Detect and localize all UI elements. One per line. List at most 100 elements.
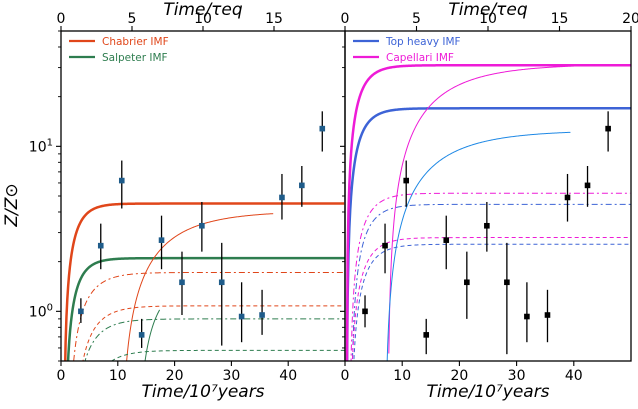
data-point [423, 318, 430, 355]
data-marker [564, 194, 571, 201]
data-point [158, 215, 165, 270]
data-marker [259, 312, 265, 318]
data-marker [544, 312, 551, 318]
data-marker [279, 194, 285, 201]
data-point [218, 242, 225, 346]
data-marker [605, 125, 611, 132]
right-ticks: 0 10 20 30 40 0 5 10 15 20 [340, 11, 638, 384]
top-x-tick-label: 15 [265, 11, 283, 27]
y-tick-label: 101 [29, 137, 53, 155]
top-x-tick-label: 10 [479, 11, 497, 27]
data-marker [524, 313, 530, 320]
left-model-curve-2 [126, 213, 274, 361]
data-point [403, 160, 410, 207]
y-tick-label: 100 [29, 302, 53, 320]
data-marker [443, 237, 450, 243]
data-point [238, 282, 245, 343]
data-point [97, 223, 104, 270]
left-model-curve-6 [82, 305, 345, 361]
data-marker [382, 242, 388, 249]
data-marker [464, 279, 470, 286]
top-x-tick-label: 5 [128, 11, 137, 27]
left-model-curve-4 [73, 271, 345, 361]
y-axis-label: Z/Z⊙ [2, 183, 22, 227]
data-point [179, 251, 185, 316]
data-point [138, 318, 145, 348]
data-marker [423, 332, 430, 338]
top-x-tick-label: 0 [341, 11, 350, 27]
panel-left: 0 10 20 30 40 0 5 10 15 100 101 Time/10⁷years Time… [29, 0, 346, 402]
data-point [362, 295, 368, 328]
panel-right: 0 10 20 30 40 0 5 10 15 20 Time/10⁷years Time/τeq… [340, 0, 638, 402]
data-marker [403, 177, 410, 184]
right-curves [345, 64, 631, 361]
top-x-tick-label: 5 [412, 11, 421, 27]
top-heavy-imf-curve-0 [345, 107, 631, 361]
data-point [279, 173, 285, 220]
data-point [118, 160, 125, 209]
x-tick-label: 10 [393, 368, 411, 384]
left-bottom-xlabel: Time/10⁷years [141, 382, 264, 402]
data-marker [484, 222, 490, 229]
data-marker [199, 222, 205, 229]
right-model-curve-5 [351, 203, 631, 361]
right-model-curve-7 [353, 243, 631, 361]
x-tick-label: 40 [565, 368, 583, 384]
data-point [199, 201, 205, 252]
left-legend: Chabrier IMF Salpeter IMF [69, 36, 169, 64]
top-x-tick-label: 0 [57, 11, 66, 27]
x-tick-label: 20 [450, 368, 468, 384]
data-point [524, 282, 530, 343]
left-top-xlabel: Time/τeq [163, 0, 243, 20]
right-legend: Top heavy IMF Capellari IMF [353, 36, 461, 64]
data-marker [218, 279, 225, 286]
data-marker [97, 242, 104, 249]
data-marker [362, 308, 368, 315]
legend-label: Top heavy IMF [385, 36, 461, 48]
right-model-curve-4 [350, 192, 631, 361]
legend-label: Capellari IMF [386, 52, 454, 64]
x-tick-label: 0 [341, 368, 350, 384]
legend-label: Salpeter IMF [102, 52, 168, 64]
right-bottom-xlabel: Time/10⁷years [426, 382, 549, 402]
x-tick-label: 0 [57, 368, 66, 384]
data-marker [238, 313, 245, 320]
data-marker [158, 237, 165, 243]
top-x-tick-label: 15 [551, 11, 569, 27]
legend-label: Chabrier IMF [102, 36, 169, 48]
right-top-xlabel: Time/τeq [448, 0, 528, 20]
x-tick-label: 10 [109, 368, 127, 384]
data-point [564, 173, 571, 222]
left-model-curve-7 [110, 349, 345, 361]
right-data-points [362, 111, 611, 355]
left-ticks: 0 10 20 30 40 0 5 10 15 100 101 [29, 11, 297, 384]
data-marker [78, 308, 84, 315]
data-point [484, 201, 490, 252]
x-tick-label: 30 [222, 368, 240, 384]
chabrier-imf-curve-0 [64, 202, 345, 361]
top-x-tick-label: 20 [622, 11, 638, 27]
x-tick-label: 30 [508, 368, 526, 384]
data-point [259, 289, 265, 335]
data-point [443, 215, 450, 270]
data-marker [504, 279, 510, 286]
right-model-curve-3 [386, 131, 571, 361]
data-marker [319, 125, 326, 132]
x-tick-label: 20 [166, 368, 184, 384]
left-data-points [78, 111, 326, 348]
data-point [464, 251, 470, 319]
top-x-tick-label: 10 [194, 11, 212, 27]
data-marker [584, 182, 591, 189]
data-point [605, 111, 611, 152]
data-marker [138, 332, 145, 338]
left-curves [64, 202, 345, 361]
x-tick-label: 40 [279, 368, 297, 384]
data-marker [118, 177, 125, 184]
right-model-curve-2 [388, 64, 595, 354]
data-marker [299, 182, 305, 189]
data-point [78, 298, 84, 323]
data-point [299, 165, 305, 207]
data-point [382, 223, 388, 274]
data-point [504, 242, 510, 355]
